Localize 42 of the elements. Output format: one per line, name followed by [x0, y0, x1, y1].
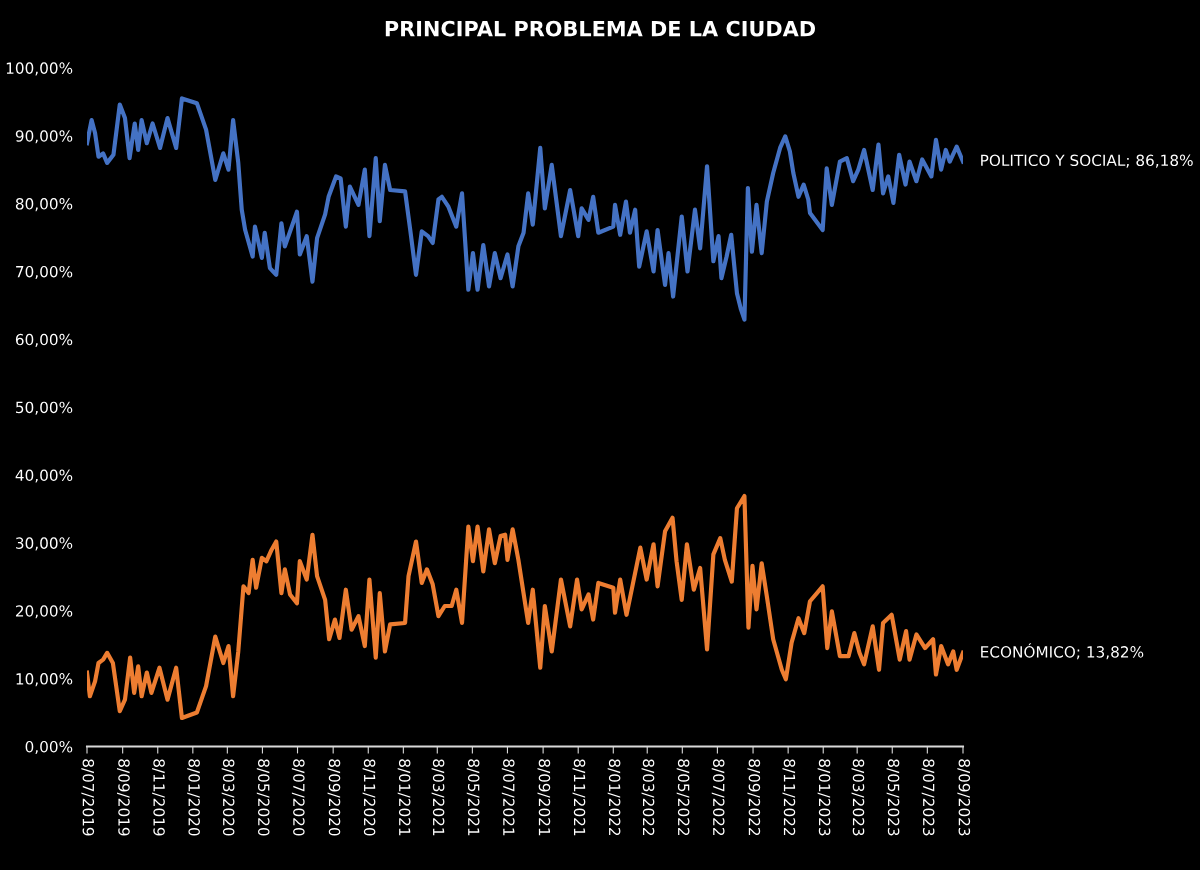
y-tick-label: 10,00% [16, 673, 73, 687]
x-tick-label: 8/09/2020 [327, 759, 341, 836]
x-tick-label: 8/09/2021 [537, 759, 551, 836]
x-tick-label: 8/03/2021 [431, 759, 445, 836]
y-tick-label: 90,00% [15, 130, 73, 144]
annotation: ECONÓMICO; 13,82% [981, 643, 1144, 660]
x-tick-label: 8/07/2020 [291, 759, 305, 836]
x-tick-label: 8/09/2022 [747, 759, 761, 836]
x-tick-label: 8/09/2019 [117, 759, 130, 836]
line-series [87, 493, 963, 721]
x-tick-label: 8/09/2023 [957, 759, 971, 836]
x-tick-label: 8/03/2023 [851, 759, 865, 836]
x-tick-label: 8/01/2023 [817, 759, 831, 836]
x-tick-label: 8/07/2022 [711, 759, 725, 836]
y-tick-label: 60,00% [15, 333, 73, 347]
x-tick-label: 8/05/2021 [466, 759, 480, 836]
x-tick-label: 8/03/2020 [221, 759, 235, 836]
y-tick-label: 100,00% [6, 62, 73, 76]
line-series [87, 96, 963, 322]
annotation: POLITICO Y SOCIAL; 86,18% [981, 154, 1193, 168]
x-tick-label: 8/01/2022 [607, 759, 621, 836]
x-tick-label: 8/11/2021 [572, 759, 586, 836]
y-tick-label: 0,00% [25, 740, 73, 755]
y-tick-label: 20,00% [15, 605, 73, 619]
y-tick-label: 30,00% [16, 537, 73, 551]
y-tick-label: 50,00% [16, 401, 73, 415]
x-tick-label: 8/07/2023 [921, 759, 935, 836]
x-tick-label: 8/05/2023 [886, 759, 900, 836]
x-tick-label: 8/05/2020 [256, 759, 270, 836]
x-tick-label: 8/11/2020 [362, 759, 376, 836]
chart-title: PRINCIPAL PROBLEMA DE LA CIUDAD [385, 20, 815, 37]
x-tick-label: 8/11/2022 [782, 759, 796, 836]
x-tick-label: 8/01/2020 [187, 759, 200, 836]
y-tick-label: 80,00% [15, 198, 73, 212]
x-tick-label: 8/03/2022 [641, 759, 655, 836]
x-tick-label: 8/11/2019 [152, 759, 165, 836]
y-tick-label: 40,00% [15, 469, 73, 483]
x-tick-label: 8/07/2021 [501, 759, 515, 836]
x-tick-label: 8/05/2022 [676, 759, 690, 836]
x-tick-label: 8/07/2019 [81, 759, 95, 836]
x-tick-label: 8/01/2021 [397, 759, 411, 836]
y-tick-label: 70,00% [16, 265, 73, 280]
